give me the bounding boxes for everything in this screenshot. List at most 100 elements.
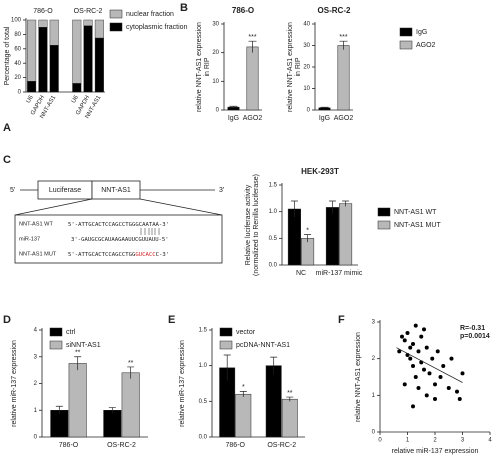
sequence-part: 5'-ATTGCACTCCAGCCTGG [68, 252, 136, 258]
legend-label: nuclear fraction [126, 11, 174, 18]
y-axis-label: relative NNT-AS1 expression [355, 332, 362, 422]
group-label: 786-O [33, 8, 53, 15]
x-tick-label: AGO2 [334, 115, 354, 122]
point [438, 375, 443, 379]
error-bar [248, 40, 257, 53]
x-axis-label: relative miR-137 expression [392, 448, 479, 455]
y-tick-label: 0 [34, 435, 38, 441]
x-tick-label: NC [296, 270, 306, 277]
point [413, 323, 418, 328]
error-bar [127, 366, 135, 379]
y-axis-label: in RIP [204, 57, 211, 76]
three-prime: 3' [219, 187, 224, 194]
y-axis-label: in RIP [295, 57, 302, 76]
point [446, 386, 451, 390]
point [422, 327, 426, 332]
five-prime: 5' [10, 187, 15, 194]
bar-segment [72, 19, 82, 84]
y-tick-label: 0.5 [199, 399, 208, 405]
x-tick-label: U6 [26, 94, 35, 104]
legend-label: IgG [416, 29, 427, 36]
error-bar [290, 200, 298, 217]
point [402, 382, 407, 387]
legend-label: siNNT-AS1 [66, 342, 101, 349]
bar [121, 372, 140, 438]
y-tick-label: 0 [216, 108, 220, 114]
error-bar [108, 407, 116, 413]
row-label: NNT-AS1 MUT [19, 251, 57, 257]
bar-segment [27, 19, 37, 82]
error-bar [55, 405, 63, 415]
y-tick-label: 30 [303, 43, 310, 49]
legend-label: NNT-AS1 MUT [394, 222, 441, 229]
point [424, 393, 429, 398]
point [430, 356, 435, 361]
legend-swatch [109, 9, 123, 19]
panel-letter: E [168, 314, 175, 326]
bar-segment [27, 80, 37, 93]
point [435, 349, 440, 354]
box-label: Luciferase [49, 187, 81, 194]
point [419, 334, 424, 339]
x-tick-label: 4 [488, 438, 492, 444]
point [433, 382, 437, 387]
box-label: NNT-AS1 [101, 187, 131, 194]
point [411, 342, 415, 346]
sequence: 3'-GAUGCGCAUAAGAAUUCGUUAUU-5' [71, 237, 169, 243]
legend-swatch [219, 340, 233, 350]
panel-letter: C [3, 154, 11, 166]
bar-segment [38, 27, 48, 93]
bar-segment [94, 19, 104, 39]
stat-label: p=0.0014 [460, 333, 490, 340]
y-tick-label: 0.5 [269, 236, 278, 242]
point [411, 364, 415, 368]
y-tick-label: 0.0 [269, 263, 278, 269]
point [460, 371, 465, 376]
error-bar [320, 106, 329, 109]
bar [103, 410, 122, 438]
error-bar [223, 354, 231, 381]
point [405, 331, 410, 335]
group-label: OS-RC-2 [74, 8, 103, 15]
significance: ** [128, 360, 134, 367]
bar-segment [72, 83, 82, 93]
point [416, 349, 421, 354]
bar-segment [49, 45, 59, 93]
legend-swatch [219, 327, 233, 337]
row-label: miR-137 [19, 236, 40, 242]
chart-title: 786-O [232, 6, 254, 15]
point [422, 367, 426, 372]
significance: * [242, 384, 245, 391]
legend-label: pcDNA-NNT-AS1 [236, 342, 290, 349]
point [427, 371, 432, 376]
legend-label: AGO2 [416, 42, 436, 49]
x-tick-label: U6 [71, 94, 80, 104]
panel-letter: D [3, 314, 11, 326]
x-tick-label: 1 [406, 438, 410, 444]
bar-segment [38, 19, 48, 28]
zoom-line [14, 198, 93, 216]
error-bar [239, 390, 247, 398]
y-axis-label: Relative luciferase activity [245, 184, 252, 265]
y-tick-label: 2 [372, 356, 376, 362]
error-bar [270, 356, 278, 375]
y-tick-label: 1.0 [199, 363, 208, 369]
row-label: NNT-AS1 WT [19, 221, 53, 227]
mutated-part: GUCACC [135, 252, 155, 258]
point [408, 356, 413, 361]
y-tick-label: 1 [34, 408, 38, 414]
significance: ** [287, 390, 293, 397]
y-tick-label: 30 [212, 22, 219, 28]
y-tick-label: 40 [14, 61, 21, 67]
point [433, 397, 437, 401]
x-tick-label: 786-O [226, 442, 246, 449]
error-bar [328, 200, 336, 214]
zoom-line [139, 198, 223, 216]
bar-segment [94, 37, 104, 93]
y-axis-label: (normalized to Renilla luciferase) [253, 174, 260, 276]
x-tick-label: miR-137 mimic [316, 270, 363, 277]
luciferase-diagram: C 5' Luciferase NNT-AS1 3' NNT-AS1 WT 5'… [3, 154, 224, 264]
legend-label: cytoplasmic fraction [126, 24, 188, 31]
sequence: 5'-ATTGCACTCCAGCCTGGGCAATAA-3' [68, 222, 169, 228]
